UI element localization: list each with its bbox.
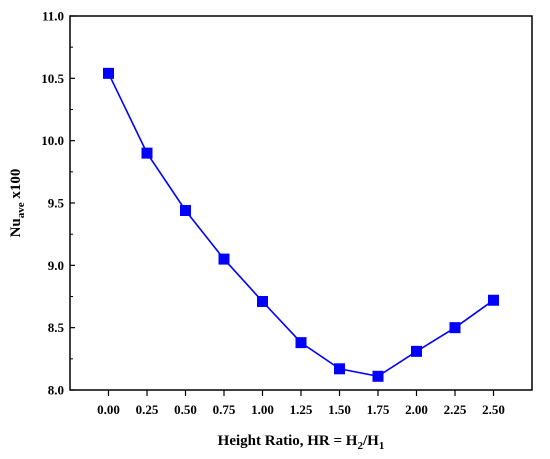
data-point-marker [257,295,268,307]
series-line [107,72,494,378]
x-axis-title-sub1: 2 [357,440,363,452]
data-point-marker [103,67,114,79]
x-tick-label: 2.25 [444,402,467,417]
x-tick-label: 1.75 [367,402,390,417]
x-axis-title-prefix: Height Ratio, HR = H [218,433,358,449]
y-tick-label: 8.5 [48,320,65,335]
y-tick-label: 10.0 [41,133,64,148]
x-tick-label: 1.50 [328,402,351,417]
x-tick-label: 1.00 [251,402,274,417]
y-axis-title-sub: ave [15,202,27,218]
x-axis-title-mid: /H [362,433,379,449]
x-tick-label: 0.50 [174,402,197,417]
data-point-marker [295,337,307,349]
y-axis-title-suffix: x100 [8,169,24,203]
x-tick-label: 0.75 [213,402,236,417]
y-tick-label: 9.5 [48,196,65,211]
data-point-marker [411,345,422,357]
y-axis-title-main: Nu [8,218,24,237]
y-axis-title: Nuave x100 [8,169,27,238]
data-point-marker [180,204,191,216]
data-point-marker [218,253,230,265]
x-ticks: 0.00 0.25 0.50 0.75 1.00 1.25 1.50 1.75 2.00 2.25… [97,390,505,417]
data-point-marker [141,147,153,159]
x-tick-label: 2.50 [482,402,505,417]
data-point-marker [488,294,499,306]
data-point-marker [372,370,384,382]
x-tick-label: 2.00 [405,402,428,417]
x-axis-title: Height Ratio, HR = H2/H1 [218,433,385,452]
x-tick-label: 1.25 [290,402,313,417]
y-tick-label: 10.5 [41,71,64,86]
data-series [103,67,499,382]
x-tick-label: 0.25 [136,402,159,417]
x-tick-label: 0.00 [97,402,120,417]
x-axis-title-sub2: 1 [379,440,385,452]
data-point-marker [334,363,345,375]
y-tick-label: 8.0 [48,383,64,398]
plot-frame [69,15,533,391]
y-tick-label: 11.0 [42,9,64,24]
data-point-marker [449,322,461,334]
y-ticks: 8.0 8.5 9.0 9.5 10.0 10.5 11.0 [41,9,75,398]
y-tick-label: 9.0 [48,258,64,273]
